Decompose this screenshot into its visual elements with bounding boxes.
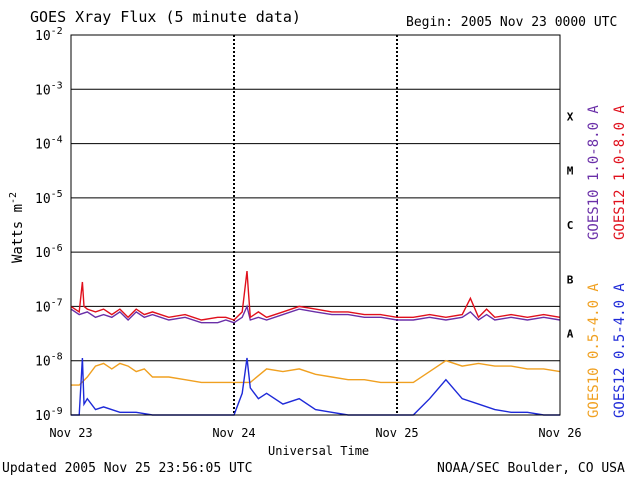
- y-tick-label: 10-7: [35, 297, 63, 315]
- axes-layer: [70, 34, 561, 416]
- y-tick-label: 10-6: [35, 243, 63, 261]
- flare-class-label: X: [567, 110, 574, 123]
- x-tick-label: Nov 24: [212, 426, 255, 440]
- updated-text: Updated 2005 Nov 25 23:56:05 UTC: [2, 461, 253, 476]
- series-line-goes12_long: [70, 271, 561, 321]
- y-tick-label: 10-2: [35, 26, 63, 44]
- legend-entry: GOES10 0.5-4.0 A: [586, 283, 602, 418]
- source-text: NOAA/SEC Boulder, CO USA: [437, 461, 625, 476]
- label-layer: 10-9 10-8 10-7 10-6 10-5 10-4 10-3 10-2 Nov 23 No…: [8, 26, 628, 440]
- legend-entry: GOES12 0.5-4.0 A: [612, 283, 628, 418]
- y-tick-label: 10-4: [35, 135, 63, 153]
- y-tick-label: 10-3: [35, 80, 63, 98]
- y-axis-title: Watts m-2: [8, 192, 26, 263]
- grid-layer: [71, 34, 560, 416]
- series-layer: [70, 271, 561, 416]
- x-axis-label: Universal Time: [268, 444, 370, 458]
- flare-class-label: M: [567, 165, 574, 178]
- y-tick-label: 10-9: [35, 406, 63, 424]
- flare-class-label: B: [567, 273, 574, 286]
- chart-title: GOES Xray Flux (5 minute data): [30, 8, 301, 26]
- flare-class-label: C: [567, 219, 574, 232]
- x-tick-label: Nov 25: [375, 426, 418, 440]
- x-tick-label: Nov 23: [49, 426, 92, 440]
- x-tick-label: Nov 26: [538, 426, 581, 440]
- series-line-goes10_short: [71, 359, 561, 386]
- series-line-goes10_long: [70, 304, 561, 324]
- y-tick-label: 10-8: [35, 352, 63, 370]
- flare-class-label: A: [567, 328, 574, 341]
- series-line-goes12_short: [71, 357, 560, 416]
- legend-entry: GOES12 1.0-8.0 A: [612, 105, 628, 240]
- y-tick-label: 10-5: [35, 189, 63, 207]
- legend-entry: GOES10 1.0-8.0 A: [586, 105, 602, 240]
- plot-frame: [70, 34, 561, 416]
- begin-label: Begin: 2005 Nov 23 0000 UTC: [406, 15, 618, 30]
